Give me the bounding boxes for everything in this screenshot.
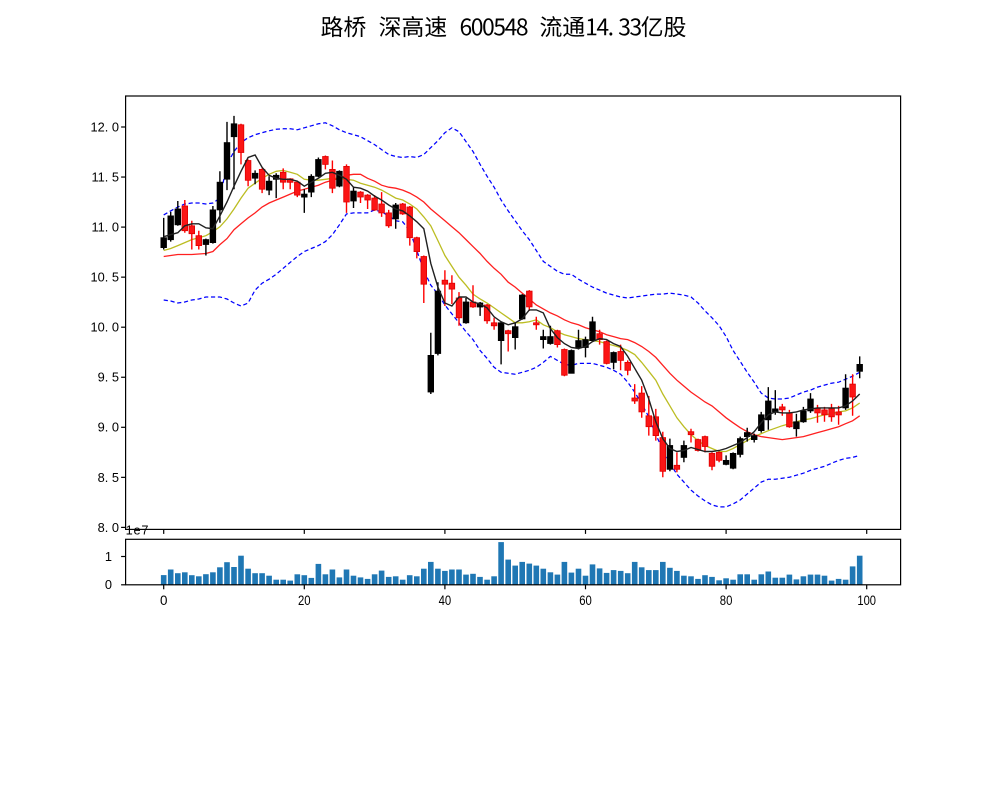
- svg-text:11. 0: 11. 0: [91, 220, 119, 235]
- svg-text:60: 60: [579, 593, 592, 608]
- svg-text:8. 5: 8. 5: [98, 470, 119, 485]
- svg-text:10. 5: 10. 5: [91, 270, 119, 285]
- svg-text:1: 1: [105, 549, 112, 564]
- svg-text:11. 5: 11. 5: [91, 170, 119, 185]
- svg-text:20: 20: [298, 593, 311, 608]
- svg-text:9. 0: 9. 0: [98, 420, 119, 435]
- svg-text:100: 100: [857, 593, 876, 608]
- svg-text:1e7: 1e7: [126, 523, 150, 538]
- svg-text:0: 0: [105, 577, 112, 592]
- svg-text:10. 0: 10. 0: [91, 320, 119, 335]
- svg-text:80: 80: [720, 593, 733, 608]
- svg-text:0: 0: [160, 593, 167, 608]
- svg-text:8. 0: 8. 0: [98, 520, 119, 535]
- svg-text:12. 0: 12. 0: [91, 119, 119, 134]
- svg-text:9. 5: 9. 5: [98, 370, 119, 385]
- svg-text:40: 40: [439, 593, 452, 608]
